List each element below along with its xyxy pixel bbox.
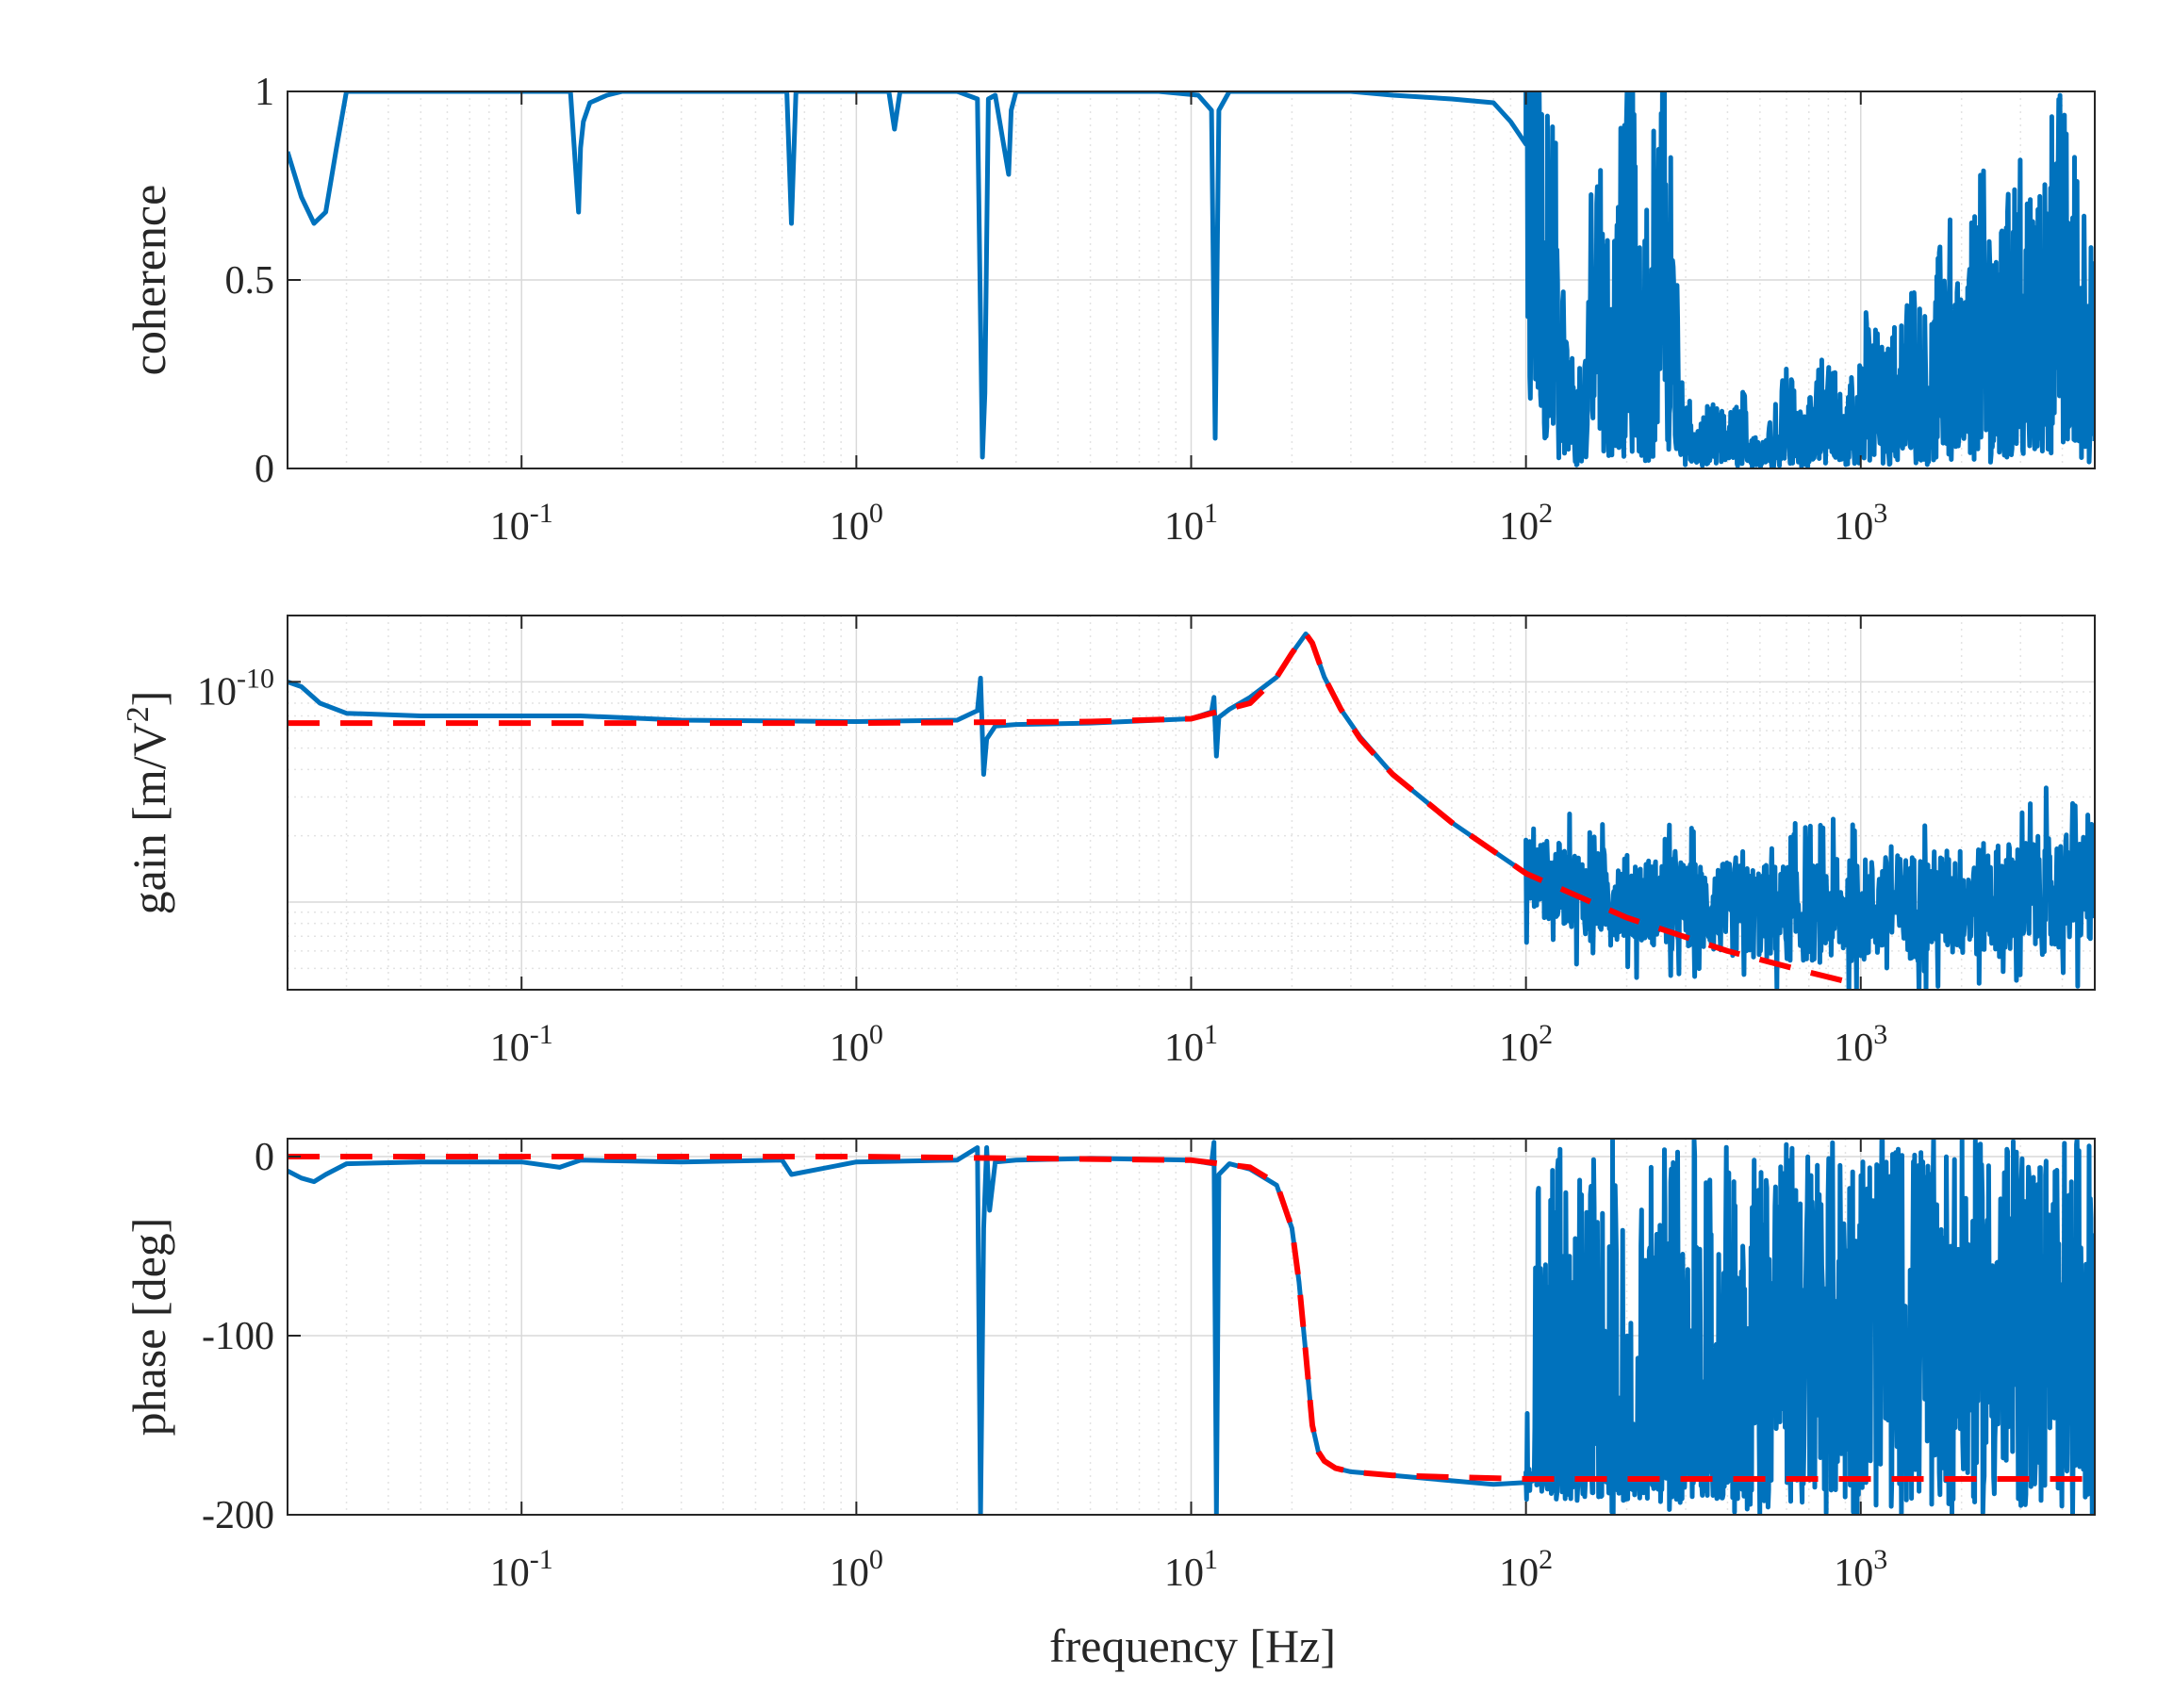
- x-tick-label: 10-1: [490, 498, 553, 549]
- model-fit-line: [288, 631, 1862, 988]
- panel-2: 10-1 100 101 102 103 10-10 gain [m/V2]: [121, 615, 2096, 1070]
- y-axis-label: coherence: [123, 185, 175, 376]
- panel-1: 10-1 100 101 102 103 0 0.5 1 coherence: [123, 71, 2096, 549]
- y-tick-label: 10-10: [197, 663, 274, 714]
- y-tick-label: 0: [255, 448, 274, 491]
- x-tick-label: 102: [1499, 1019, 1553, 1070]
- x-tick-label: 103: [1834, 1544, 1887, 1595]
- x-axis-label: frequency [Hz]: [1049, 1619, 1336, 1672]
- x-tick-label: 101: [1164, 498, 1218, 549]
- panel-3: 10-1 100 101 102 103 -200 -100 0 phase [deg]: [123, 1136, 2096, 1595]
- measured-line: [288, 91, 2095, 468]
- x-tick-label: 101: [1164, 1019, 1218, 1070]
- model-fit-line: [288, 1154, 2095, 1482]
- x-tick-label: 102: [1499, 498, 1553, 549]
- y-axis-label: gain [m/V2]: [121, 691, 175, 915]
- x-tick-label: 103: [1834, 1019, 1887, 1070]
- measured-line: [288, 632, 2095, 990]
- x-tick-label: 100: [830, 498, 883, 549]
- y-tick-label: -100: [202, 1315, 274, 1358]
- plot-area: [288, 91, 2095, 468]
- x-tick-label: 100: [830, 1019, 883, 1070]
- y-tick-label: 0: [255, 1136, 274, 1179]
- x-tick-label: 103: [1834, 498, 1887, 549]
- x-tick-label: 100: [830, 1544, 883, 1595]
- figure-panels: 10-1 100 101 102 103 0 0.5 1 coherence 10-1 100 101…: [121, 71, 2096, 1595]
- y-tick-label: 1: [255, 71, 274, 114]
- y-tick-label: 0.5: [225, 259, 275, 303]
- y-tick-label: -200: [202, 1494, 274, 1537]
- x-tick-label: 10-1: [490, 1019, 553, 1070]
- y-axis-label: phase [deg]: [123, 1218, 175, 1437]
- plot-area: [288, 631, 2095, 990]
- x-tick-label: 10-1: [490, 1544, 553, 1595]
- x-tick-label: 101: [1164, 1544, 1218, 1595]
- x-tick-label: 102: [1499, 1544, 1553, 1595]
- plot-area: [288, 1139, 2095, 1515]
